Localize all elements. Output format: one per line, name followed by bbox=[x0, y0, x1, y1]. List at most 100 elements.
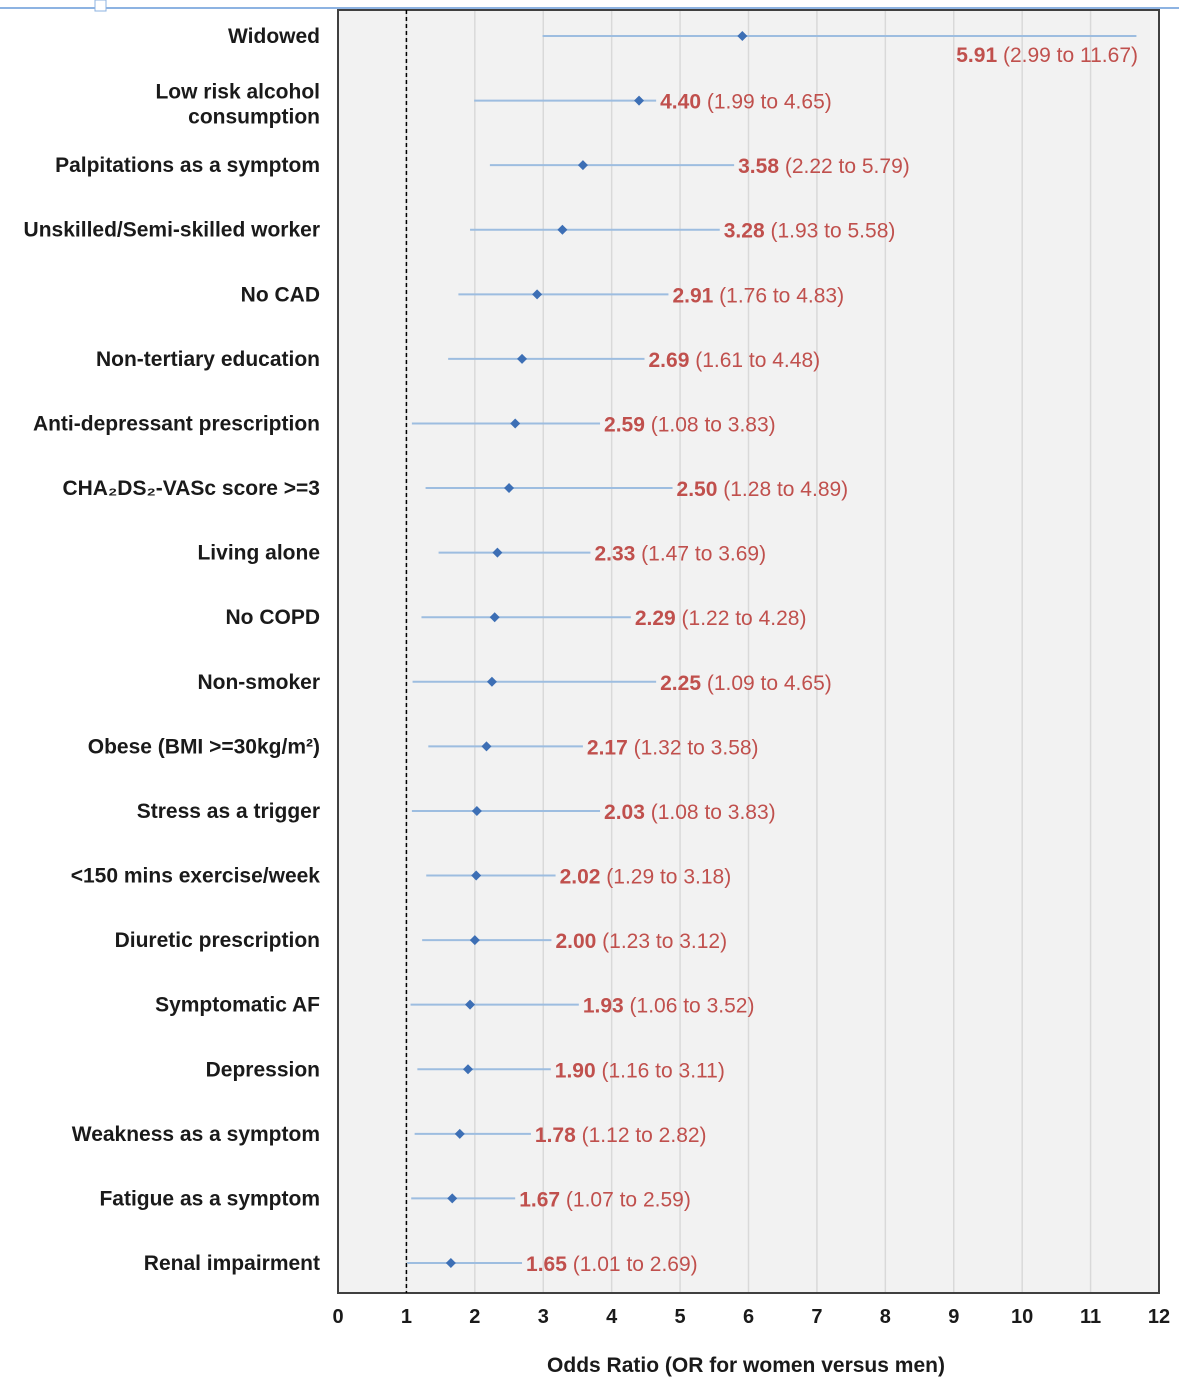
row: Depression 1.90 (1.16 to 3.11) bbox=[206, 1058, 725, 1082]
or-annotation: 1.78 (1.12 to 2.82) bbox=[535, 1124, 707, 1147]
x-tick-label: 9 bbox=[948, 1306, 959, 1328]
row-label: Palpitations as a symptom bbox=[55, 154, 320, 177]
point-estimate bbox=[517, 353, 528, 364]
or-estimate: 2.69 bbox=[649, 349, 690, 372]
or-ci: (1.16 to 3.11) bbox=[596, 1059, 725, 1082]
row: Low risk alcohol consumption 4.40 (1.99 to… bbox=[155, 81, 831, 129]
row-label-line: Low risk alcohol bbox=[155, 81, 320, 104]
row: Non-smoker 2.25 (1.09 to 4.65) bbox=[197, 671, 831, 695]
point-estimate bbox=[532, 289, 543, 300]
row: Weakness as a symptom 1.78 (1.12 to 2.82) bbox=[72, 1123, 707, 1147]
or-estimate: 2.00 bbox=[555, 930, 596, 953]
row: Widowed 5.91 (2.99 to 11.67) bbox=[228, 25, 1138, 67]
or-estimate: 1.93 bbox=[583, 995, 624, 1018]
or-estimate: 2.33 bbox=[594, 543, 635, 566]
or-ci: (1.47 to 3.69) bbox=[635, 543, 766, 566]
rows: Widowed 5.91 (2.99 to 11.67) Low risk alco… bbox=[24, 25, 1138, 1276]
or-annotation: 3.58 (2.22 to 5.79) bbox=[738, 155, 910, 178]
row-label-line: consumption bbox=[188, 106, 320, 129]
or-annotation: 2.17 (1.32 to 3.58) bbox=[587, 736, 759, 759]
x-tick-label: 0 bbox=[332, 1306, 343, 1328]
or-estimate: 2.17 bbox=[587, 736, 628, 759]
or-ci: (1.29 to 3.18) bbox=[600, 866, 731, 889]
x-tick-label: 2 bbox=[469, 1306, 480, 1328]
or-ci: (1.32 to 3.58) bbox=[628, 736, 759, 759]
x-tick-label: 4 bbox=[606, 1306, 618, 1328]
row: Unskilled/Semi-skilled worker 3.28 (1.93 … bbox=[24, 219, 896, 243]
row-label: No COPD bbox=[226, 606, 321, 629]
or-ci: (1.61 to 4.48) bbox=[689, 349, 820, 372]
or-annotation: 2.02 (1.29 to 3.18) bbox=[560, 866, 732, 889]
point-estimate bbox=[557, 224, 568, 235]
or-ci: (2.22 to 5.79) bbox=[779, 155, 910, 178]
x-axis-ticks: 0 1 2 3 4 5 6 7 8 9 10 11 12 bbox=[332, 1306, 1170, 1328]
point-estimate bbox=[486, 676, 497, 687]
row-label: Non-tertiary education bbox=[96, 348, 320, 371]
row: Symptomatic AF 1.93 (1.06 to 3.52) bbox=[155, 994, 754, 1018]
or-ci: (1.09 to 4.65) bbox=[701, 672, 832, 695]
row-label: Weakness as a symptom bbox=[72, 1123, 320, 1146]
row-label: <150 mins exercise/week bbox=[71, 865, 321, 888]
or-annotation: 3.28 (1.93 to 5.58) bbox=[724, 220, 896, 243]
x-tick-label: 1 bbox=[401, 1306, 412, 1328]
or-estimate: 2.59 bbox=[604, 413, 645, 436]
row-label: Non-smoker bbox=[197, 671, 320, 694]
point-estimate bbox=[471, 870, 482, 881]
or-ci: (1.06 to 3.52) bbox=[624, 995, 755, 1018]
row-label: Widowed bbox=[228, 25, 320, 48]
point-estimate bbox=[454, 1128, 465, 1139]
row: Stress as a trigger 2.03 (1.08 to 3.83) bbox=[137, 800, 776, 824]
point-estimate bbox=[469, 935, 480, 946]
or-estimate: 2.91 bbox=[672, 284, 713, 307]
or-annotation: 2.59 (1.08 to 3.83) bbox=[604, 413, 776, 436]
x-tick-label: 6 bbox=[743, 1306, 754, 1328]
or-annotation: 2.69 (1.61 to 4.48) bbox=[649, 349, 821, 372]
or-ci: (1.28 to 4.89) bbox=[717, 478, 848, 501]
or-annotation: 2.50 (1.28 to 4.89) bbox=[677, 478, 849, 501]
point-estimate bbox=[634, 95, 645, 106]
x-tick-label: 8 bbox=[880, 1306, 891, 1328]
point-estimate bbox=[489, 612, 500, 623]
or-ci: (1.08 to 3.83) bbox=[645, 801, 776, 824]
row: Fatigue as a symptom 1.67 (1.07 to 2.59) bbox=[99, 1187, 690, 1211]
or-annotation: 1.65 (1.01 to 2.69) bbox=[526, 1253, 698, 1276]
or-annotation: 5.91 (2.99 to 11.67) bbox=[956, 44, 1138, 67]
row-label: Renal impairment bbox=[144, 1252, 320, 1275]
or-estimate: 4.40 bbox=[660, 91, 701, 114]
or-annotation: 2.29 (1.22 to 4.28) bbox=[635, 607, 807, 630]
row: Anti-depressant prescription 2.59 (1.08 t… bbox=[33, 412, 776, 436]
or-estimate: 2.50 bbox=[677, 478, 718, 501]
x-tick-label: 11 bbox=[1080, 1306, 1101, 1328]
x-axis-label: Odds Ratio (OR for women versus men) bbox=[547, 1354, 945, 1377]
row-label: Stress as a trigger bbox=[137, 800, 320, 823]
row-label: Unskilled/Semi-skilled worker bbox=[24, 219, 320, 242]
or-ci: (1.01 to 2.69) bbox=[567, 1253, 698, 1276]
row: No CAD 2.91 (1.76 to 4.83) bbox=[241, 283, 844, 307]
or-annotation: 2.25 (1.09 to 4.65) bbox=[660, 672, 832, 695]
x-tick-label: 5 bbox=[675, 1306, 686, 1328]
x-tick-label: 12 bbox=[1148, 1306, 1170, 1328]
row: Diuretic prescription 2.00 (1.23 to 3.12) bbox=[115, 929, 727, 953]
point-estimate bbox=[462, 1064, 473, 1075]
or-annotation: 2.33 (1.47 to 3.69) bbox=[594, 543, 766, 566]
or-estimate: 3.28 bbox=[724, 220, 765, 243]
or-estimate: 1.65 bbox=[526, 1253, 567, 1276]
point-estimate bbox=[577, 160, 588, 171]
or-estimate: 1.78 bbox=[535, 1124, 576, 1147]
point-estimate bbox=[471, 805, 482, 816]
point-estimate bbox=[465, 999, 476, 1010]
point-estimate bbox=[737, 31, 748, 41]
or-estimate: 2.02 bbox=[560, 866, 601, 889]
or-estimate: 1.67 bbox=[519, 1188, 560, 1211]
or-estimate: 2.03 bbox=[604, 801, 645, 824]
row-label: Symptomatic AF bbox=[155, 994, 320, 1017]
or-annotation: 1.90 (1.16 to 3.11) bbox=[555, 1059, 725, 1082]
row: <150 mins exercise/week 2.02 (1.29 to 3.1… bbox=[71, 865, 731, 889]
point-estimate bbox=[481, 741, 492, 752]
or-annotation: 2.91 (1.76 to 4.83) bbox=[672, 284, 844, 307]
row: No COPD 2.29 (1.22 to 4.28) bbox=[226, 606, 807, 630]
or-ci: (1.07 to 2.59) bbox=[560, 1188, 691, 1211]
or-ci: (1.23 to 3.12) bbox=[596, 930, 727, 953]
point-estimate bbox=[510, 418, 521, 429]
row-label: Obese (BMI >=30kg/m²) bbox=[88, 735, 320, 758]
